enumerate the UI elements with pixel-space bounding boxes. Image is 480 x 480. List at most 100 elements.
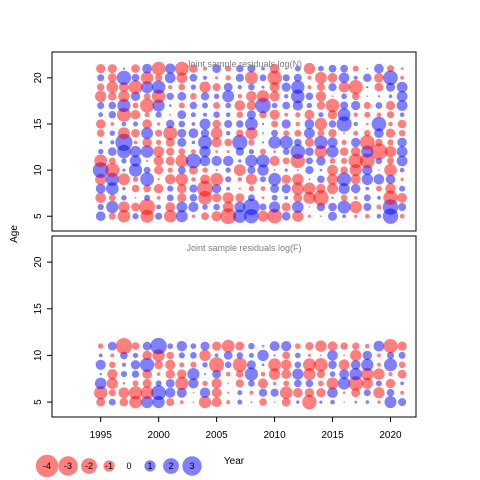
bubble-point <box>237 94 243 99</box>
bubble-point <box>224 361 232 369</box>
bubble-point <box>387 139 394 146</box>
bubble-point <box>396 146 408 158</box>
bubble-point <box>96 119 106 129</box>
bubble-point <box>131 342 140 350</box>
bubble-point <box>97 101 105 110</box>
bubble-point <box>212 193 222 203</box>
bubble-point <box>200 129 210 138</box>
bubble-point <box>156 372 161 376</box>
bubble-point <box>304 388 314 398</box>
bubble-point <box>177 183 187 194</box>
bubble-point <box>142 350 152 361</box>
bubble-point <box>142 137 152 148</box>
bubble-point <box>245 173 257 185</box>
bubble-point <box>260 176 266 183</box>
bubble-point <box>271 120 279 128</box>
bubble-point <box>385 100 396 111</box>
bubble-point <box>213 111 220 118</box>
bubble-point <box>108 194 116 202</box>
bubble-point <box>248 380 255 387</box>
bubble-point <box>366 67 369 70</box>
bubble-point <box>327 183 338 195</box>
bubble-point <box>377 195 381 200</box>
bubble-point <box>215 150 218 153</box>
bubble-point <box>152 99 165 112</box>
bubble-point <box>140 98 155 113</box>
bubble-point <box>282 101 291 110</box>
bubble-point <box>374 73 384 83</box>
legend-label: -4 <box>43 461 51 471</box>
bubble-point <box>108 398 116 406</box>
bubble-point <box>190 343 197 349</box>
bubble-point <box>331 196 334 199</box>
bubble-point <box>327 137 338 148</box>
panel-title-log-f: Joint sample residuals log(F) <box>186 243 301 253</box>
bubble-point <box>213 203 220 211</box>
bubble-point <box>342 214 346 219</box>
bubble-point <box>348 80 363 95</box>
bubble-point <box>92 162 109 179</box>
bubble-point <box>151 385 167 401</box>
bubble-point <box>361 358 374 371</box>
bubble-point <box>314 145 328 158</box>
bubble-point <box>342 391 346 395</box>
bubble-point <box>211 387 222 398</box>
bubble-point <box>261 66 265 71</box>
bubble-point <box>398 129 406 137</box>
bubble-point <box>202 204 208 210</box>
bubble-point <box>327 350 338 361</box>
bubble-point <box>303 191 316 204</box>
bubble-point <box>400 67 404 70</box>
bubble-point <box>283 130 290 137</box>
bubble-point <box>316 388 326 398</box>
bubble-point <box>374 63 384 74</box>
bubble-point <box>328 120 337 128</box>
bubble-point <box>304 119 315 129</box>
bubble-point <box>329 158 336 164</box>
bubble-point <box>377 400 381 404</box>
bubble-point <box>307 85 312 90</box>
bubble-point <box>255 97 271 114</box>
bubble-point <box>384 145 397 158</box>
bubble-point <box>320 215 322 217</box>
bubble-point <box>354 214 358 218</box>
bubble-point <box>315 340 327 352</box>
bubble-point <box>236 129 244 137</box>
bubble-point <box>225 176 232 183</box>
bubble-point <box>156 122 161 126</box>
bubble-point <box>202 167 208 173</box>
bubble-point <box>327 72 338 83</box>
bubble-point <box>353 121 358 127</box>
bubble-point <box>328 211 337 221</box>
bubble-point <box>188 128 199 139</box>
bubble-point <box>118 173 130 186</box>
bubble-point <box>330 399 335 405</box>
bubble-point <box>177 193 187 203</box>
bubble-point <box>366 122 369 126</box>
bubble-point <box>237 399 243 405</box>
bubble-point <box>233 164 246 177</box>
bubble-point <box>157 178 160 181</box>
bubble-point <box>174 61 189 76</box>
bubble-point <box>109 361 116 368</box>
bubble-point <box>235 341 245 351</box>
bubble-point <box>281 211 291 221</box>
bubble-point <box>155 111 162 118</box>
bubble-point <box>154 360 163 370</box>
bubble-point <box>273 401 276 403</box>
bubble-point <box>281 82 291 92</box>
legend-bubble <box>144 460 156 472</box>
bubble-point <box>373 174 385 185</box>
bubble-point <box>190 112 196 118</box>
bubble-point <box>109 130 116 136</box>
bubble-point <box>259 74 267 82</box>
bubble-point <box>353 196 358 200</box>
bubble-point <box>244 367 258 381</box>
bubble-point <box>189 73 198 82</box>
bubble-point <box>261 363 265 367</box>
bubble-point <box>222 192 234 204</box>
bubble-point <box>292 201 304 213</box>
bubble-point <box>215 169 218 172</box>
bubble-point <box>177 137 187 147</box>
bubble-point <box>282 351 291 360</box>
